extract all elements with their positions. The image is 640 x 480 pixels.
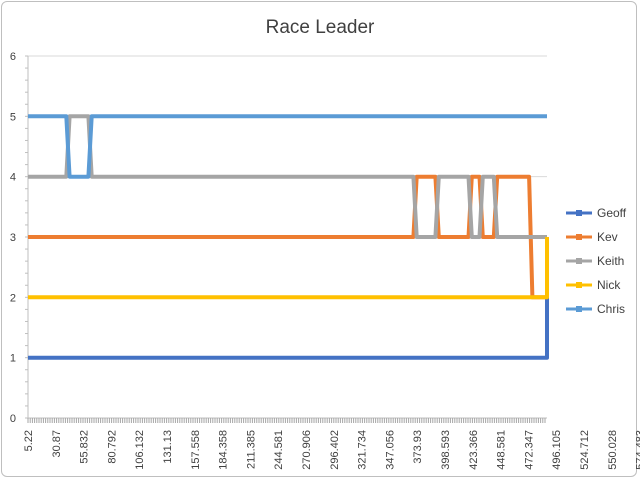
legend-label-keith: Keith [597,254,624,268]
series-line-kev [28,174,547,300]
x-tick-label-21: 550.028 [607,430,619,470]
x-tick-label-3: 80.792 [106,430,118,464]
series-line-geoff [28,297,549,360]
x-tick-label-16: 423.366 [468,430,480,470]
x-axis: 5.22 30.87 55.832 80.792 106.132 131.13 157.55… [23,417,640,470]
x-tick-label-1: 30.87 [51,430,63,458]
y-tick-label-1: 1 [10,353,16,365]
x-tick-label-10: 270.906 [301,430,313,470]
y-axis: 0 1 2 3 4 5 6 [10,51,29,425]
x-tick-label-2: 55.832 [79,430,91,464]
y-tick-label-5: 5 [10,111,16,123]
series-line-chris [28,114,547,179]
legend: Geoff Kev Keith Nick Chris [566,206,627,316]
chart-title: Race Leader [266,17,375,38]
legend-label-chris: Chris [597,302,625,316]
x-tick-label-15: 398.593 [440,430,452,470]
x-tick-label-18: 472.347 [523,430,535,470]
legend-marker-chris [576,306,582,312]
legend-marker-geoff [576,210,582,216]
series-lines [28,114,549,360]
y-tick-label-3: 3 [10,232,16,244]
y-tick-label-0: 0 [10,413,16,425]
series-line-nick [28,237,549,300]
legend-marker-nick [576,282,582,288]
legend-marker-keith [576,258,582,264]
x-tick-label-22: 574.483 [635,430,640,470]
x-tick-label-14: 373.93 [412,430,424,464]
x-tick-label-17: 448.581 [496,430,508,470]
x-tick-label-5: 131.13 [162,430,174,464]
x-tick-label-12: 321.734 [357,430,369,470]
legend-label-nick: Nick [597,278,621,292]
y-tick-label-2: 2 [10,292,16,304]
x-tick-label-4: 106.132 [134,430,146,470]
x-tick-label-6: 157.558 [190,430,202,470]
x-tick-label-9: 244.581 [273,430,285,470]
legend-marker-kev [576,234,582,240]
legend-label-geoff: Geoff [597,206,627,220]
y-tick-label-6: 6 [10,51,16,63]
x-tick-label-19: 496.105 [551,430,563,470]
y-tick-label-4: 4 [10,172,16,184]
x-tick-label-11: 296.402 [329,430,341,470]
x-tick-label-13: 347.056 [384,430,396,470]
legend-label-kev: Kev [597,230,618,244]
x-tick-label-7: 184.358 [218,430,230,470]
x-tick-label-8: 211.385 [245,430,257,469]
x-tick-label-0: 5.22 [23,430,35,451]
x-tick-label-20: 524.712 [579,430,591,470]
series-line-keith [28,114,547,239]
